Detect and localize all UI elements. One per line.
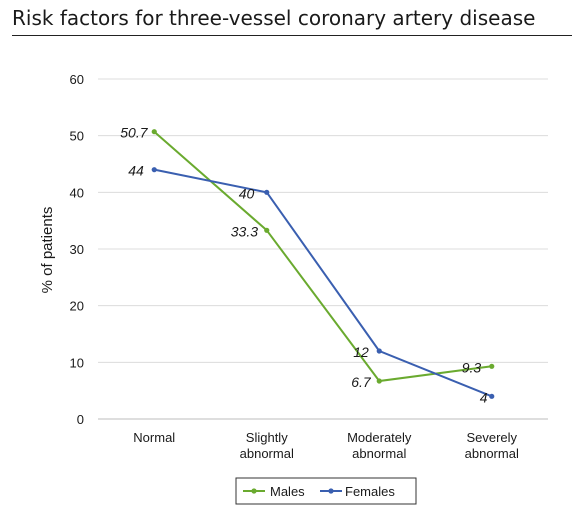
y-tick-label: 0 <box>77 412 84 427</box>
data-label: 4 <box>480 389 488 405</box>
data-label: 44 <box>128 163 144 179</box>
y-axis-ticks: 0 10 20 30 40 50 60 <box>70 72 84 427</box>
y-axis-label: % of patients <box>39 207 56 294</box>
legend-marker <box>328 488 334 494</box>
y-tick-label: 50 <box>70 129 84 144</box>
y-tick-label: 20 <box>70 299 84 314</box>
data-point <box>151 129 157 135</box>
data-point <box>489 363 495 369</box>
data-point <box>264 227 270 233</box>
legend-label-females: Females <box>345 484 395 499</box>
data-point <box>151 167 157 173</box>
data-label: 9.3 <box>462 359 482 375</box>
x-tick-label: Severely abnormal <box>465 430 519 461</box>
data-point <box>489 393 495 399</box>
x-axis-ticks: Normal Slightly abnormal Moderately abnormal… <box>133 430 519 461</box>
chart-title: Risk factors for three-vessel coronary a… <box>12 6 572 36</box>
x-tick-label: Slightly abnormal <box>240 430 294 461</box>
data-labels: 50.7 33.3 6.7 9.3 44 40 12 4 <box>120 125 488 406</box>
legend-marker <box>251 488 257 494</box>
series-line-females <box>154 168 493 398</box>
data-label: 6.7 <box>351 374 372 390</box>
x-tick-label: Moderately abnormal <box>347 430 412 461</box>
series-line-males <box>153 130 492 383</box>
series-lines <box>151 129 495 399</box>
data-label: 12 <box>353 344 369 360</box>
legend-label-males: Males <box>270 484 305 499</box>
gridlines <box>98 78 548 420</box>
y-tick-label: 30 <box>70 242 84 257</box>
x-tick-label: Normal <box>133 430 175 445</box>
data-point <box>376 348 382 354</box>
legend: Males Females <box>235 477 417 505</box>
y-tick-label: 40 <box>70 185 84 200</box>
data-point <box>264 189 270 195</box>
data-label: 50.7 <box>120 125 148 141</box>
y-tick-label: 60 <box>70 72 84 87</box>
data-point <box>376 378 382 384</box>
data-label: 33.3 <box>231 223 258 239</box>
y-tick-label: 10 <box>70 355 84 370</box>
data-label: 40 <box>239 185 255 201</box>
